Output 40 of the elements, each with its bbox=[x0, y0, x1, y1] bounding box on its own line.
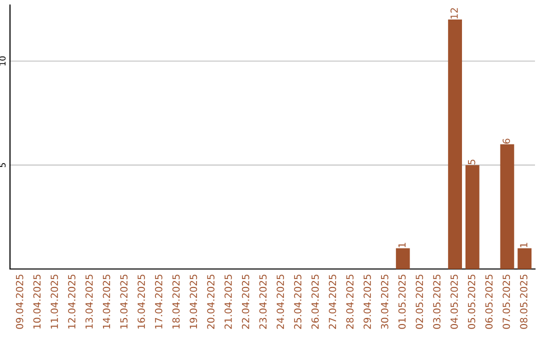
x-tick-label: 09.04.2025 bbox=[16, 274, 24, 329]
x-tick-label: 20.04.2025 bbox=[207, 274, 214, 329]
x-tick-label: 08.05.2025 bbox=[520, 274, 528, 329]
bar bbox=[448, 20, 462, 269]
x-tick-label: 28.04.2025 bbox=[346, 274, 354, 329]
x-tick-label: 03.05.2025 bbox=[433, 274, 440, 329]
x-tick-label: 16.04.2025 bbox=[138, 274, 145, 328]
x-tick-label: 10.04.2025 bbox=[33, 274, 41, 328]
x-tick-label: 05.05.2025 bbox=[468, 274, 476, 329]
data-label: 12 bbox=[450, 8, 458, 18]
x-tick-label: 11.04.2025 bbox=[50, 274, 58, 328]
x-tick-label: 29.04.2025 bbox=[364, 274, 371, 329]
x-tick-label: 17.04.2025 bbox=[154, 274, 162, 328]
x-tick-label: 27.04.2025 bbox=[328, 274, 336, 329]
x-tick-label: 12.04.2025 bbox=[68, 274, 76, 328]
x-tick-label: 25.04.2025 bbox=[294, 274, 302, 329]
bar bbox=[518, 248, 532, 269]
x-tick-label: 14.04.2025 bbox=[102, 274, 110, 328]
data-label: 5 bbox=[468, 160, 476, 164]
bar bbox=[500, 144, 514, 269]
x-tick-label: 18.04.2025 bbox=[172, 274, 180, 328]
x-tick-label: 13.04.2025 bbox=[85, 274, 93, 328]
data-label: 6 bbox=[502, 138, 510, 144]
x-tick-label: 15.04.2025 bbox=[120, 274, 128, 328]
x-tick-label: 04.05.2025 bbox=[450, 274, 458, 329]
x-tick-label: 06.05.2025 bbox=[485, 274, 493, 329]
x-tick-label: 30.04.2025 bbox=[380, 274, 388, 329]
x-tick-label: 24.04.2025 bbox=[276, 274, 284, 329]
x-tick-label: 07.05.2025 bbox=[502, 274, 510, 329]
x-tick-label: 01.05.2025 bbox=[398, 274, 406, 329]
x-tick-label: 02.05.2025 bbox=[416, 274, 424, 329]
x-tick-label: 21.04.2025 bbox=[224, 274, 232, 329]
data-label: 1 bbox=[398, 242, 406, 248]
x-tick-label: 23.04.2025 bbox=[259, 274, 267, 329]
x-tick-label: 22.04.2025 bbox=[242, 274, 250, 329]
x-tick-label: 26.04.2025 bbox=[311, 274, 319, 329]
x-tick-label: 19.04.2025 bbox=[190, 274, 198, 328]
data-label: 1 bbox=[520, 242, 528, 248]
bar bbox=[465, 165, 480, 269]
bar bbox=[396, 248, 410, 269]
